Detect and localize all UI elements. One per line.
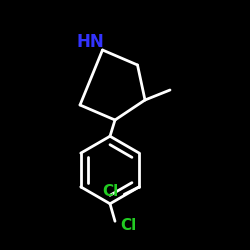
Text: Cl: Cl: [120, 218, 137, 232]
Text: HN: HN: [76, 34, 104, 52]
Text: Cl: Cl: [102, 184, 118, 200]
